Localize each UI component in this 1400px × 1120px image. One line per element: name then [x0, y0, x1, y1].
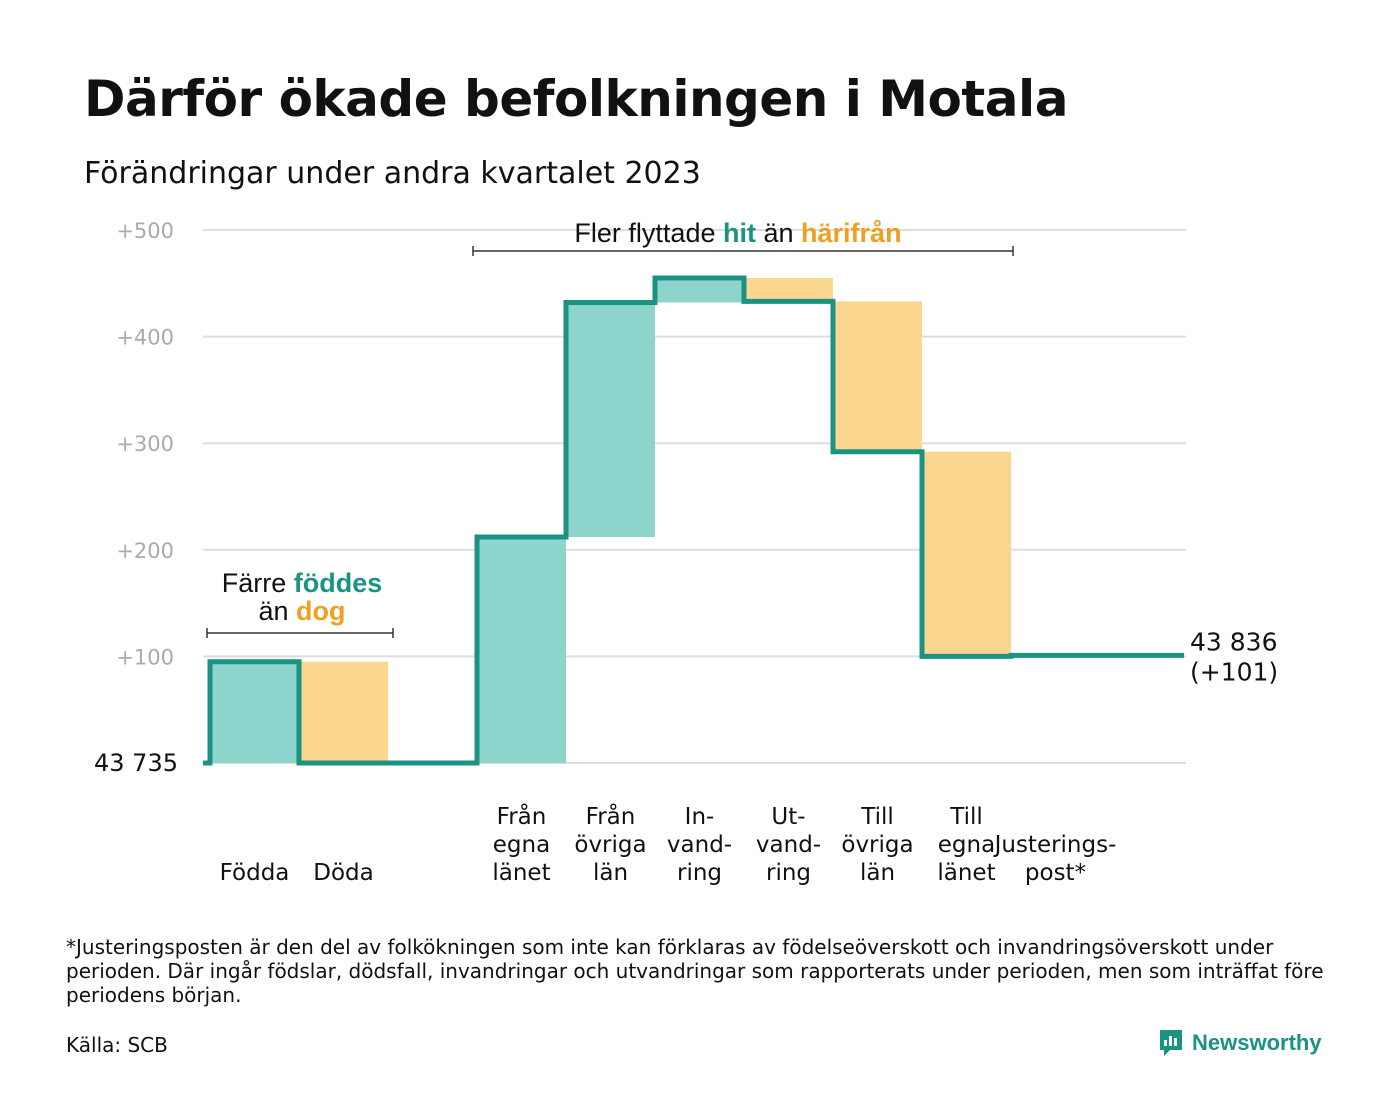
category-label: länet — [492, 860, 550, 886]
bar — [566, 302, 655, 538]
category-label: Från — [586, 802, 636, 830]
category-label: egna — [938, 832, 995, 858]
chart-title: Därför ökade befolkningen i Motala — [84, 70, 1068, 128]
category-label: Från — [497, 802, 547, 830]
category-label: Ut- — [771, 804, 805, 830]
y-tick-label: +400 — [116, 326, 174, 350]
category-label: ring — [766, 860, 811, 886]
category-label: post* — [1025, 860, 1086, 886]
bar — [655, 277, 744, 303]
category-label: länet — [937, 860, 995, 886]
category-label: Till — [949, 804, 983, 830]
chart-subtitle: Förändringar under andra kvartalet 2023 — [84, 156, 701, 191]
newsworthy-logo-icon — [1160, 1030, 1182, 1056]
migration-annotation: Fler flyttade hit än härifrån — [574, 218, 901, 248]
y-tick-label: +300 — [116, 432, 174, 456]
births-bracket — [206, 628, 394, 638]
start-value-label: 43 735 — [94, 749, 178, 777]
y-tick-label: +500 — [116, 219, 174, 243]
category-label: Till — [860, 804, 894, 830]
bar — [299, 661, 388, 763]
brand-name: Newsworthy — [1192, 1030, 1322, 1055]
births-annotation-line2: än dog — [258, 596, 345, 626]
births-annotation-line1: Färre föddes — [222, 568, 383, 598]
category-label: Döda — [313, 860, 373, 886]
category-label: vand- — [667, 832, 732, 858]
bar — [833, 301, 922, 452]
step-line — [203, 275, 1184, 766]
category-label: övriga — [841, 832, 913, 858]
category-label: Födda — [220, 860, 290, 886]
y-tick-label: +200 — [116, 539, 174, 563]
source-note: Källa: SCB — [66, 1033, 168, 1057]
category-label: län — [593, 860, 628, 886]
migration-bracket — [472, 246, 1014, 256]
footnote: *Justeringsposten är den del av folkökni… — [66, 935, 1324, 1007]
bar — [477, 537, 566, 763]
end-change-label: (+101) — [1190, 657, 1278, 686]
bar — [744, 277, 833, 302]
category-label: övriga — [574, 832, 646, 858]
bar — [922, 451, 1011, 657]
category-label: ring — [677, 860, 722, 886]
y-tick-label: +100 — [116, 645, 174, 669]
category-label: Justerings- — [993, 832, 1117, 858]
brand-logo: Newsworthy — [1158, 1028, 1322, 1058]
category-label: vand- — [756, 832, 821, 858]
category-label: län — [860, 860, 895, 886]
category-label: egna — [493, 832, 550, 858]
end-value-label: 43 836 — [1190, 627, 1277, 656]
category-label: In- — [685, 804, 715, 830]
bar — [210, 661, 299, 763]
